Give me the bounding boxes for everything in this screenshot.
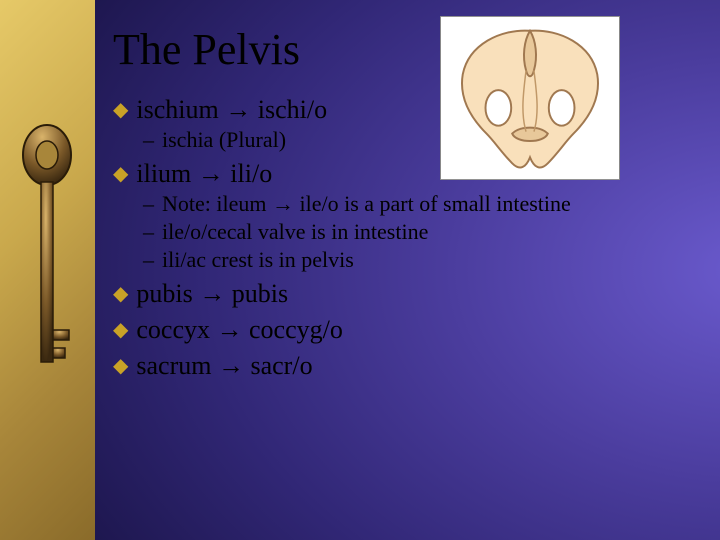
bullet-text: coccyx → coccyg/o xyxy=(136,315,342,345)
sub-note-ileum: – Note: ileum → ile/o is a part of small… xyxy=(143,191,700,217)
sidebar-decoration xyxy=(0,0,95,540)
diamond-bullet-icon: ◆ xyxy=(113,353,128,378)
bullet-text: pubis → pubis xyxy=(136,279,288,309)
sub-text: Note: ileum → ile/o is a part of small i… xyxy=(162,191,571,217)
diamond-bullet-icon: ◆ xyxy=(113,281,128,306)
slide-body: The Pelvis ◆ ischium → ischi/o – ischia … xyxy=(95,0,720,540)
diamond-bullet-icon: ◆ xyxy=(113,317,128,342)
bullet-text: ischium → ischi/o xyxy=(136,95,327,125)
dash-icon: – xyxy=(143,191,154,217)
sub-text: ili/ac crest is in pelvis xyxy=(162,247,354,273)
sub-text: ischia (Plural) xyxy=(162,127,286,153)
bullet-pubis: ◆ pubis → pubis xyxy=(113,279,700,309)
dash-icon: – xyxy=(143,219,154,245)
bullet-text: ilium → ili/o xyxy=(136,159,272,189)
key-icon xyxy=(20,120,75,420)
diamond-bullet-icon: ◆ xyxy=(113,97,128,122)
diamond-bullet-icon: ◆ xyxy=(113,161,128,186)
sub-iliac-crest: – ili/ac crest is in pelvis xyxy=(143,247,700,273)
dash-icon: – xyxy=(143,247,154,273)
bullet-coccyx: ◆ coccyx → coccyg/o xyxy=(113,315,700,345)
bullet-sacrum: ◆ sacrum → sacr/o xyxy=(113,351,700,381)
pelvis-illustration xyxy=(440,16,620,180)
sub-text: ile/o/cecal valve is in intestine xyxy=(162,219,428,245)
sub-ileocecal: – ile/o/cecal valve is in intestine xyxy=(143,219,700,245)
dash-icon: – xyxy=(143,127,154,153)
bullet-text: sacrum → sacr/o xyxy=(136,351,312,381)
